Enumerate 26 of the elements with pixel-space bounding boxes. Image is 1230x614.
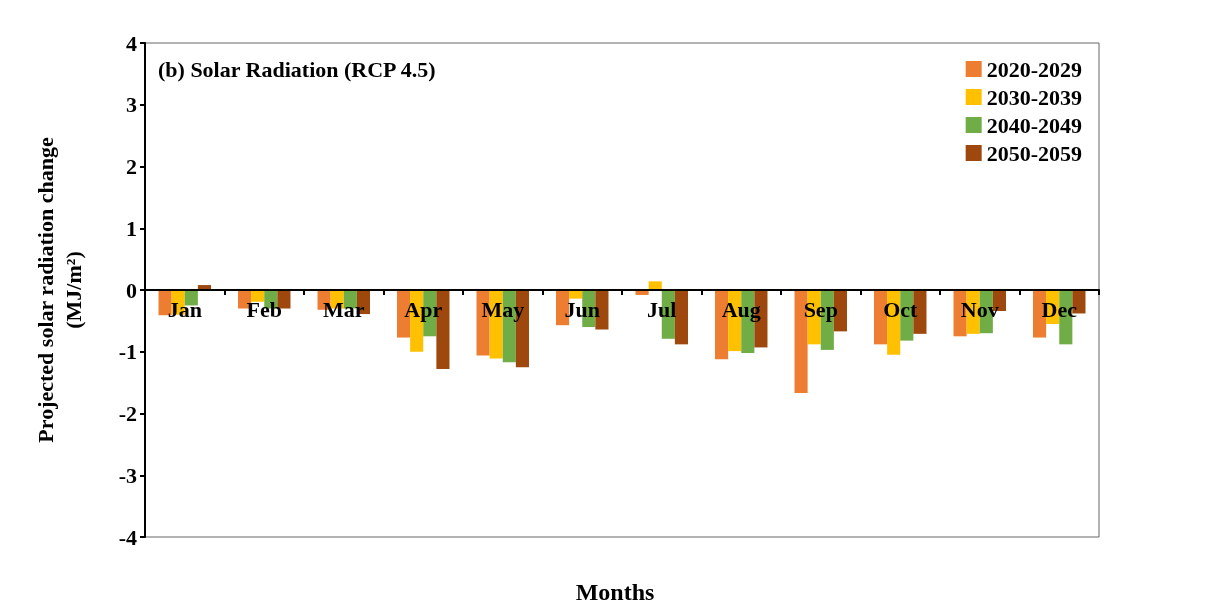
x-tick-label: Apr bbox=[404, 296, 443, 322]
y-tick-label: 2 bbox=[126, 154, 137, 179]
y-tick-label: 4 bbox=[126, 30, 137, 56]
legend-label: 2040-2049 bbox=[986, 112, 1082, 138]
x-tick-label: Feb bbox=[246, 296, 282, 322]
bar bbox=[674, 290, 688, 345]
legend-label: 2020-2029 bbox=[986, 56, 1082, 82]
y-tick-label: -1 bbox=[118, 339, 137, 365]
legend-label: 2050-2059 bbox=[986, 140, 1082, 166]
x-tick-label: Sep bbox=[803, 296, 838, 322]
y-axis-title: Projected solar radiation change (MJ/m²) bbox=[32, 137, 86, 443]
bar bbox=[251, 290, 265, 302]
y-tick-label: -4 bbox=[118, 524, 137, 550]
x-tick-label: Mar bbox=[322, 296, 365, 322]
y-tick-label: -3 bbox=[118, 462, 137, 488]
y-tick-label: 0 bbox=[126, 277, 137, 303]
x-tick-label: Dec bbox=[1041, 296, 1078, 322]
legend-label: 2030-2039 bbox=[986, 84, 1082, 110]
x-axis-title: Months bbox=[575, 579, 655, 605]
y-tick-label: -2 bbox=[118, 401, 137, 426]
bar bbox=[648, 281, 662, 290]
text: (b) Solar Radiation (RCP 4.5) bbox=[158, 56, 436, 82]
x-tick-label: Nov bbox=[960, 296, 999, 322]
y-tick-label: 3 bbox=[126, 92, 137, 118]
x-tick-label: May bbox=[481, 296, 525, 322]
y-tick-label: 1 bbox=[126, 215, 137, 241]
